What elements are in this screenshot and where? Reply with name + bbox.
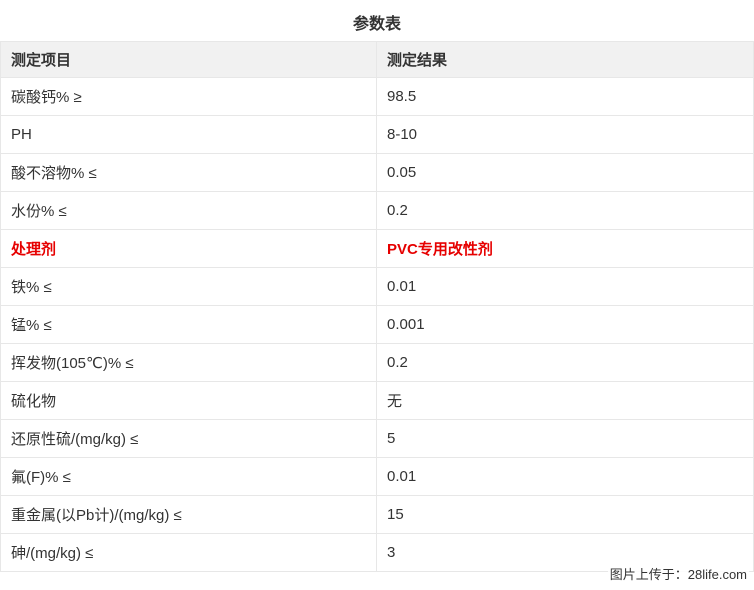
item-cell: 铁% ≤: [0, 267, 377, 306]
result-cell: PVC专用改性剂: [376, 229, 754, 268]
item-cell: 水份% ≤: [0, 191, 377, 230]
result-cell: 0.05: [376, 153, 754, 192]
table-row: 铁% ≤0.01: [0, 267, 754, 306]
column-header-result: 测定结果: [376, 41, 754, 78]
watermark: 图片上传于：28life.com: [607, 563, 749, 584]
table-row: PH 8-10: [0, 115, 754, 154]
column-header-item: 测定项目: [0, 41, 377, 78]
item-cell: 酸不溶物% ≤: [0, 153, 377, 192]
table-row: 处理剂 PVC专用改性剂: [0, 229, 754, 268]
table-row: 硫化物无: [0, 381, 754, 420]
result-cell: 0.01: [376, 457, 754, 496]
item-cell: 锰% ≤: [0, 305, 377, 344]
page-title: 参数表: [352, 16, 401, 33]
item-cell: 处理剂: [0, 229, 377, 268]
result-cell: 0.2: [376, 343, 754, 382]
result-cell: 0.01: [376, 267, 754, 306]
table-header-row: 测定项目 测定结果: [0, 41, 754, 78]
table-row: 锰% ≤0.001: [0, 305, 754, 344]
result-cell: 0.2: [376, 191, 754, 230]
table-row: 还原性硫/(mg/kg) ≤5: [0, 419, 754, 458]
item-cell: 砷/(mg/kg) ≤: [0, 533, 377, 572]
item-cell: 碳酸钙% ≥: [0, 77, 377, 116]
result-cell: 0.001: [376, 305, 754, 344]
item-cell: 硫化物: [0, 381, 377, 420]
result-cell: 无: [376, 381, 754, 420]
table-row: 氟(F)% ≤0.01: [0, 457, 754, 496]
table-row: 酸不溶物% ≤0.05: [0, 153, 754, 192]
table-row: 挥发物(105℃)% ≤0.2: [0, 343, 754, 382]
item-cell: PH: [0, 115, 377, 154]
parameter-table: 测定项目 测定结果 碳酸钙% ≥98.5 PH 8-10 酸不溶物% ≤0.05 水份%…: [0, 41, 754, 572]
result-cell: 5: [376, 419, 754, 458]
item-cell: 挥发物(105℃)% ≤: [0, 343, 377, 382]
result-cell: 15: [376, 495, 754, 534]
item-cell: 重金属(以Pb计)/(mg/kg) ≤: [0, 495, 377, 534]
result-cell: 8-10: [376, 115, 754, 154]
table-row: 碳酸钙% ≥98.5: [0, 77, 754, 116]
item-cell: 氟(F)% ≤: [0, 457, 377, 496]
table-row: 水份% ≤0.2: [0, 191, 754, 230]
table-row: 重金属(以Pb计)/(mg/kg) ≤15: [0, 495, 754, 534]
result-cell: 98.5: [376, 77, 754, 116]
item-cell: 还原性硫/(mg/kg) ≤: [0, 419, 377, 458]
